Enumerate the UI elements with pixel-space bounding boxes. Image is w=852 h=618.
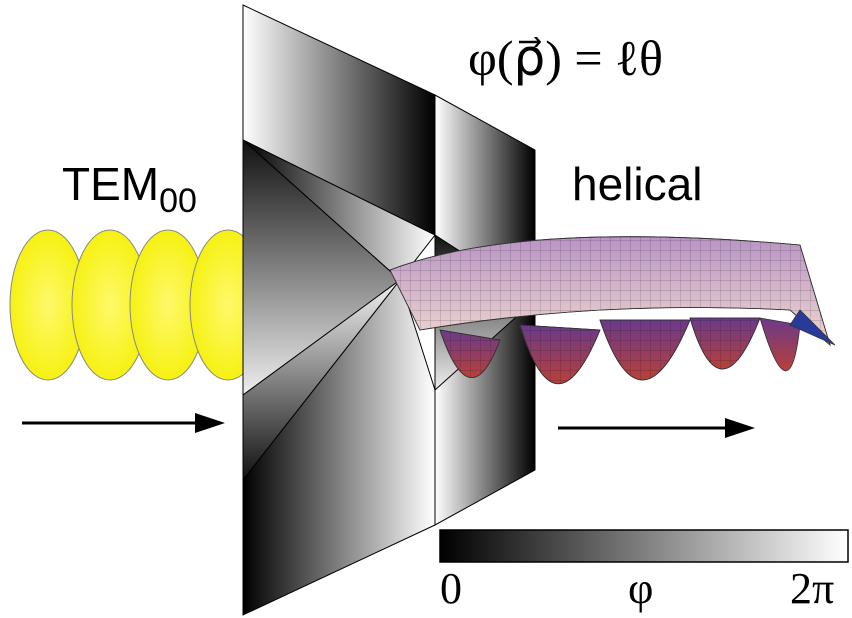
colorbar: [440, 530, 848, 562]
input-arrow: [22, 413, 225, 433]
input-beam-subscript: 00: [159, 182, 197, 220]
gaussian-pulses: [10, 230, 266, 380]
input-beam-name: TEM: [62, 158, 159, 210]
output-beam-label: helical: [572, 158, 702, 210]
colorbar-max-label: 2π: [790, 564, 834, 613]
page: φ(ρ⃗) = ℓθ TEM00 helical 0 φ 2π (() => {…: [0, 0, 852, 618]
equation: φ(ρ⃗) = ℓθ: [468, 30, 663, 86]
output-arrow: [558, 418, 755, 438]
diagram: φ(ρ⃗) = ℓθ TEM00 helical 0 φ 2π: [0, 0, 852, 618]
helical-wavefront: [390, 237, 835, 384]
colorbar-symbol: φ: [628, 564, 653, 613]
input-beam-label: TEM00: [62, 158, 197, 220]
colorbar-min-label: 0: [440, 564, 462, 613]
